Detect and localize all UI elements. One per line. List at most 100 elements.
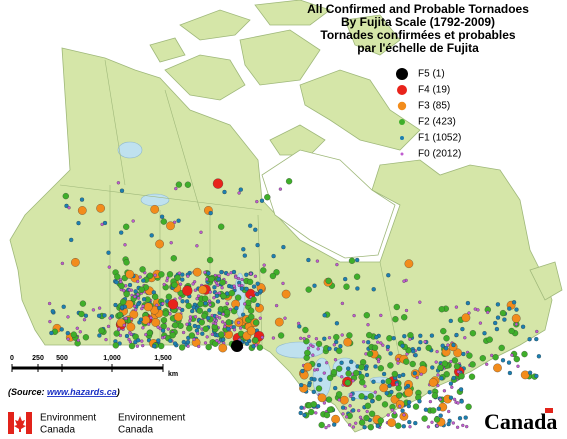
legend-label: F3 (85) (418, 101, 450, 112)
tornado-dot (387, 383, 392, 389)
tornado-dot (353, 369, 360, 377)
tornado-dot (314, 337, 319, 341)
tornado-dot (426, 425, 431, 429)
tornado-dot (448, 318, 453, 324)
tornado-dot (508, 327, 515, 335)
tornado-dot (430, 420, 434, 424)
tornado-dot (112, 342, 119, 349)
tornado-dot (322, 336, 327, 341)
tornado-dot (79, 300, 87, 307)
tornado-dot (208, 290, 213, 294)
tornado-dot (455, 425, 460, 429)
tornado-dot (225, 319, 232, 326)
tornado-dot (138, 275, 142, 279)
tornado-dot (469, 361, 476, 368)
tornado-dot (129, 310, 139, 319)
tornado-dot (59, 327, 64, 332)
tornado-dot (215, 299, 221, 304)
tornado-dot (296, 321, 301, 326)
tornado-dot (220, 292, 227, 300)
tornado-dot (327, 424, 331, 428)
tornado-dot (82, 334, 90, 341)
tornado-dot (443, 346, 449, 351)
tornado-dot (373, 364, 378, 369)
tornado-dot (463, 415, 468, 420)
tornado-dot (116, 311, 124, 319)
tornado-dot (205, 343, 212, 351)
tornado-dot (436, 373, 440, 377)
tornado-dot (507, 306, 512, 311)
tornado-dot (252, 337, 259, 344)
tornado-dot (255, 199, 259, 204)
tornado-dot (362, 425, 367, 430)
tornado-dot (62, 192, 69, 200)
tornado-dot (247, 307, 255, 314)
tornado-dot (180, 277, 185, 282)
tornado-dot (146, 329, 153, 337)
tornado-dot (395, 422, 402, 429)
tornado-dot (69, 237, 74, 243)
tornado-dot (78, 330, 82, 334)
tornado-dot (318, 421, 325, 429)
tornado-dot (234, 305, 239, 311)
tornado-dot (364, 372, 370, 378)
tornado-dot (507, 370, 513, 376)
tornado-dot (302, 412, 307, 418)
tornado-dot (460, 326, 465, 332)
tornado-dot (277, 332, 285, 339)
source-link[interactable]: www.hazards.ca (47, 387, 117, 397)
tornado-dot (158, 342, 165, 350)
tornado-dot (407, 419, 412, 425)
tornado-dot (379, 383, 389, 393)
tornado-dot (198, 319, 205, 326)
legend-label: F2 (423) (418, 117, 456, 128)
tornado-dot (66, 337, 70, 341)
tornado-dot (401, 424, 406, 429)
tornado-dot (310, 401, 317, 408)
tornado-dot (371, 344, 379, 351)
tornado-dot (380, 379, 386, 384)
tornado-dot (306, 257, 311, 263)
tornado-dot (196, 331, 200, 336)
tornado-dot (333, 333, 340, 341)
tornado-dot (423, 407, 429, 412)
tornado-dot (343, 276, 348, 282)
wordmark: Canada (484, 409, 557, 434)
tornado-dot (174, 186, 178, 191)
tornado-dot (416, 346, 422, 352)
tornado-dot (218, 223, 225, 230)
tornado-dot (495, 302, 501, 307)
tornado-dot (106, 250, 111, 255)
tornado-dot (126, 322, 136, 332)
tornado-dot (208, 275, 215, 283)
tornado-dot (171, 281, 178, 289)
tornado-dot (442, 389, 447, 393)
tornado-dot (327, 336, 332, 340)
flag-bar (8, 412, 14, 434)
tornado-dot (96, 313, 102, 318)
tornado-dot (220, 320, 225, 324)
tornado-dot (307, 334, 311, 339)
tornado-dot (418, 300, 422, 304)
tornado-dot (534, 336, 539, 342)
tornado-dot (156, 338, 161, 343)
tornado-dot (351, 396, 356, 402)
tornado-dot (127, 337, 131, 342)
tornado-dot (349, 359, 354, 365)
tornado-dot (409, 360, 416, 368)
tornado-dot (398, 404, 402, 408)
tornado-dot (344, 379, 351, 386)
tornado-dot (123, 223, 130, 230)
tornado-dot (493, 320, 498, 326)
tornado-dot (453, 363, 461, 370)
tornado-dot (255, 302, 260, 308)
tornado-dot (343, 283, 350, 290)
tornado-dot (221, 337, 226, 342)
tornado-dot (299, 405, 304, 410)
tornado-dot (213, 321, 218, 326)
tornado-dot (450, 385, 454, 389)
tornado-dot (223, 324, 227, 329)
tornado-dot (104, 337, 108, 342)
tornado-dot (418, 333, 423, 338)
tornado-dot (406, 403, 411, 409)
